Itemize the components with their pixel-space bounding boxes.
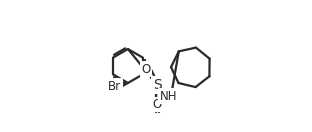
Text: O: O xyxy=(153,98,162,111)
Text: NH: NH xyxy=(160,89,177,103)
Text: O: O xyxy=(141,63,150,76)
Text: S: S xyxy=(153,78,162,92)
Text: Br: Br xyxy=(108,80,121,93)
